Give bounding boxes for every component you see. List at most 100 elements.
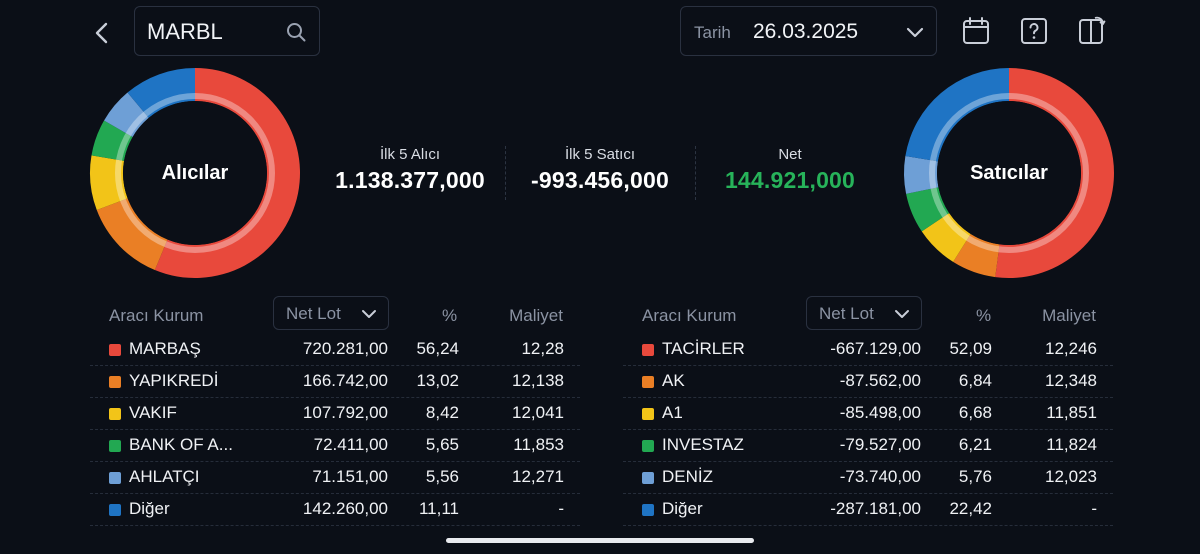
donut-slice[interactable] (96, 198, 168, 271)
net-value: 144.921,000 (724, 167, 856, 193)
table-row[interactable]: AK -87.562,00 6,84 12,348 (623, 366, 1113, 398)
chevron-down-icon (906, 27, 924, 38)
table-row[interactable]: DENİZ -73.740,00 5,76 12,023 (623, 462, 1113, 494)
pct-value: 5,76 (958, 467, 992, 486)
cost-value: 12,271 (512, 467, 564, 486)
net-lot-value: -667.129,00 (830, 339, 921, 358)
broker-name: A1 (662, 403, 683, 422)
donut-slice[interactable] (921, 213, 971, 262)
table-row[interactable]: Diğer 142.260,00 11,11 - (90, 494, 580, 526)
broker-name: INVESTAZ (662, 435, 744, 454)
layout-toggle-icon[interactable] (1077, 16, 1107, 46)
broker-name: VAKIF (129, 403, 177, 422)
summary-divider (695, 146, 696, 200)
net-lot-value: 720.281,00 (302, 339, 388, 358)
table-row[interactable]: A1 -85.498,00 6,68 11,851 (623, 398, 1113, 430)
table-row[interactable]: MARBAŞ 720.281,00 56,24 12,28 (90, 334, 580, 366)
broker-name: Diğer (662, 499, 703, 518)
net-lot-value: 71.151,00 (312, 467, 388, 486)
top5-buyers-label: İlk 5 Alıcı (379, 146, 441, 163)
cost-value: 12,348 (1045, 371, 1097, 390)
donut-slice[interactable] (904, 156, 939, 194)
donut-slice[interactable] (906, 187, 950, 232)
col-broker: Aracı Kurum (109, 306, 204, 325)
buyers-table: Aracı Kurum Net Lot % Maliyet MARBAŞ 720.… (90, 296, 580, 536)
donut-slice[interactable] (905, 68, 1009, 162)
symbol-search-input[interactable]: MARBL (134, 6, 320, 56)
donut-slice[interactable] (104, 92, 149, 138)
legend-swatch (642, 504, 654, 516)
net-lot-sort-button[interactable]: Net Lot (273, 296, 389, 330)
cost-value: 11,851 (1046, 403, 1097, 422)
net-lot-sort-button[interactable]: Net Lot (806, 296, 922, 330)
pct-value: 5,65 (425, 435, 459, 454)
home-indicator[interactable] (446, 538, 754, 543)
pct-value: 6,84 (958, 371, 992, 390)
legend-swatch (109, 376, 121, 388)
broker-name: YAPIKREDİ (129, 371, 219, 390)
buyers-donut-chart: Alıcılar (88, 66, 302, 280)
net-lot-value: 107.792,00 (302, 403, 388, 422)
cost-value: 12,28 (521, 339, 564, 358)
search-icon[interactable] (285, 21, 307, 43)
back-chevron-icon (95, 22, 108, 44)
date-value: 26.03.2025 (753, 20, 859, 43)
table-row[interactable]: VAKIF 107.792,00 8,42 12,041 (90, 398, 580, 430)
net-lot-label: Net Lot (286, 304, 341, 323)
donut-slice[interactable] (953, 233, 1000, 278)
net-lot-value: -287.181,00 (830, 499, 921, 518)
table-row[interactable]: AHLATÇI 71.151,00 5,56 12,271 (90, 462, 580, 494)
calendar-icon[interactable] (961, 16, 991, 46)
pct-value: 52,09 (949, 339, 992, 358)
top5-buyers-summary: İlk 5 Alıcı 1.138.377,000 (320, 146, 500, 194)
cost-value: 11,824 (1046, 435, 1097, 454)
cost-value: - (1091, 499, 1097, 518)
donut-hole (937, 101, 1081, 245)
legend-swatch (642, 376, 654, 388)
table-row[interactable]: TACİRLER -667.129,00 52,09 12,246 (623, 334, 1113, 366)
col-cost: Maliyet (509, 306, 563, 325)
cost-value: - (558, 499, 564, 518)
pct-value: 13,02 (416, 371, 459, 390)
summary-divider (505, 146, 506, 200)
donut-slice[interactable] (90, 155, 128, 211)
broker-name: AK (662, 371, 685, 390)
table-row[interactable]: INVESTAZ -79.527,00 6,21 11,824 (623, 430, 1113, 462)
pct-value: 6,68 (958, 403, 992, 422)
cost-value: 12,023 (1045, 467, 1097, 486)
legend-swatch (642, 440, 654, 452)
date-select[interactable]: Tarih 26.03.2025 (680, 6, 937, 56)
col-pct: % (976, 306, 992, 325)
cost-value: 12,041 (512, 403, 564, 422)
pct-value: 5,56 (425, 467, 459, 486)
legend-swatch (642, 472, 654, 484)
table-row[interactable]: YAPIKREDİ 166.742,00 13,02 12,138 (90, 366, 580, 398)
donut-slice[interactable] (995, 68, 1114, 278)
table-row[interactable]: Diğer -287.181,00 22,42 - (623, 494, 1113, 526)
table-row[interactable]: BANK OF A... 72.411,00 5,65 11,853 (90, 430, 580, 462)
net-lot-value: -73.740,00 (839, 467, 921, 486)
pct-value: 11,11 (418, 499, 459, 518)
donut-slice[interactable] (91, 120, 133, 161)
back-button[interactable] (88, 18, 116, 48)
broker-name: DENİZ (662, 467, 713, 486)
legend-swatch (109, 440, 121, 452)
donut-slice[interactable] (154, 68, 300, 278)
broker-name: BANK OF A... (129, 435, 233, 454)
buyers-donut-label: Alıcılar (161, 161, 229, 184)
sellers-table: Aracı Kurum Net Lot % Maliyet TACİRLER -6… (623, 296, 1113, 536)
net-summary: Net 144.921,000 (700, 146, 880, 194)
net-lot-value: 72.411,00 (313, 435, 388, 454)
sellers-donut-chart: Satıcılar (902, 66, 1116, 280)
symbol-text: MARBL (147, 19, 223, 44)
donut-slice[interactable] (127, 68, 195, 118)
cost-value: 12,138 (512, 371, 564, 390)
help-icon[interactable] (1019, 16, 1049, 46)
col-broker: Aracı Kurum (642, 306, 737, 325)
donut-inner-ring (929, 93, 1089, 253)
top5-sellers-summary: İlk 5 Satıcı -993.456,000 (510, 146, 690, 194)
col-cost: Maliyet (1042, 306, 1096, 325)
net-label: Net (778, 146, 802, 163)
broker-name: AHLATÇI (129, 467, 200, 486)
net-lot-value: 166.742,00 (302, 371, 388, 390)
